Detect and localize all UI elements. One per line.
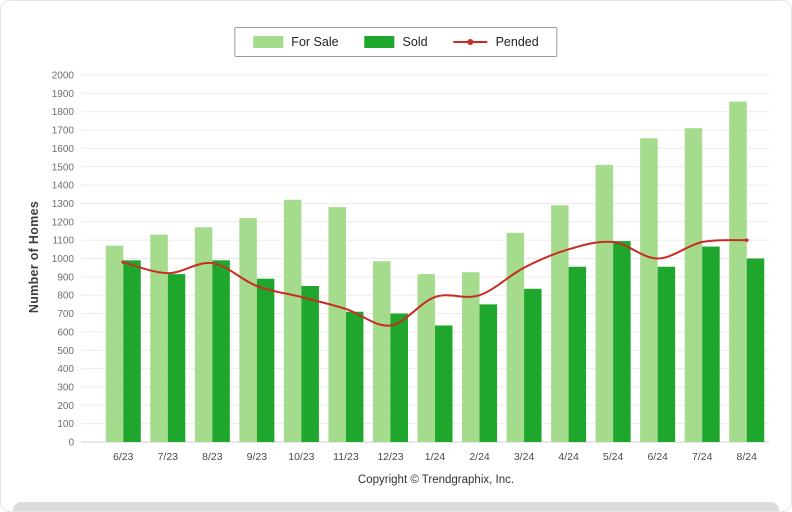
legend-item-pended[interactable]: Pended (453, 35, 539, 49)
x-tick-label: 4/24 (558, 451, 579, 463)
y-tick-label: 2000 (52, 71, 75, 82)
bar-sold (256, 278, 275, 442)
pended-line-icon (453, 36, 488, 48)
y-tick-label: 400 (57, 364, 74, 375)
legend-label-pended: Pended (495, 35, 539, 49)
y-tick-label: 600 (57, 327, 74, 338)
y-tick-label: 500 (57, 346, 74, 357)
bar-for-sale (194, 227, 213, 442)
y-tick-label: 700 (57, 309, 74, 320)
x-tick-label: 2/24 (469, 451, 490, 463)
y-tick-label: 300 (57, 382, 74, 393)
bar-for-sale (684, 128, 703, 442)
x-tick-label: 10/23 (288, 451, 314, 463)
bar-for-sale (462, 272, 480, 442)
x-tick-label: 7/24 (692, 451, 713, 463)
y-tick-label: 900 (57, 272, 74, 283)
bar-sold (613, 241, 631, 442)
sold-swatch-icon (364, 36, 395, 48)
y-tick-label: 800 (57, 291, 74, 302)
bar-for-sale (551, 205, 569, 442)
y-tick-label: 200 (57, 401, 74, 412)
x-tick-label: 11/23 (333, 451, 359, 463)
chart-legend: For Sale Sold Pended (234, 27, 558, 57)
y-tick-label: 1800 (52, 107, 75, 118)
bar-sold (167, 274, 186, 442)
y-tick-label: 0 (68, 438, 74, 449)
y-tick-label: 1400 (52, 181, 75, 192)
bar-sold (524, 288, 542, 442)
y-tick-label: 1600 (52, 144, 75, 155)
bar-for-sale (417, 274, 435, 442)
bar-for-sale (150, 234, 168, 442)
y-tick-label: 1300 (52, 199, 75, 210)
x-tick-label: 7/23 (158, 451, 179, 463)
legend-label-sold: Sold (402, 35, 428, 49)
bar-for-sale (328, 207, 346, 442)
bar-sold (702, 246, 720, 442)
bar-sold (435, 325, 453, 442)
bar-sold (345, 311, 364, 442)
x-tick-label: 8/24 (737, 451, 758, 463)
bar-for-sale (105, 245, 124, 442)
x-tick-label: 8/23 (202, 451, 223, 463)
pended-line (122, 239, 748, 327)
for-sale-swatch-icon (253, 36, 284, 48)
bar-sold (568, 266, 587, 442)
y-tick-label: 1700 (52, 126, 75, 137)
y-tick-label: 100 (57, 419, 74, 430)
bar-for-sale (729, 101, 747, 443)
y-tick-label: 1500 (52, 162, 75, 173)
legend-item-sold[interactable]: Sold (364, 35, 428, 49)
copyright-text: Copyright © Trendgraphix, Inc. (357, 474, 515, 486)
x-tick-label: 6/23 (113, 451, 134, 463)
pended-line-endpoint (744, 238, 749, 242)
bar-sold (657, 266, 676, 442)
y-tick-label: 1900 (52, 89, 75, 100)
x-tick-label: 12/23 (377, 451, 403, 463)
bar-for-sale (372, 261, 391, 442)
x-tick-label: 5/24 (603, 451, 624, 463)
x-tick-label: 9/23 (247, 451, 268, 463)
bar-for-sale (506, 232, 525, 442)
bar-for-sale (640, 138, 658, 442)
legend-item-for-sale[interactable]: For Sale (253, 35, 339, 49)
bar-for-sale (283, 199, 302, 442)
bar-sold (746, 258, 765, 442)
y-tick-label: 1100 (52, 236, 74, 247)
bar-for-sale (239, 218, 257, 442)
bar-sold (390, 313, 408, 442)
x-tick-label: 6/24 (647, 451, 668, 463)
bar-sold (479, 304, 498, 442)
legend-label-for-sale: For Sale (291, 35, 339, 49)
bar-sold (301, 286, 319, 442)
bar-for-sale (595, 164, 614, 443)
x-tick-label: 1/24 (425, 451, 446, 463)
y-tick-label: 1000 (52, 254, 75, 265)
bottom-scrollbar[interactable] (13, 502, 779, 511)
pended-line-endpoint (121, 260, 126, 264)
bar-sold (212, 260, 230, 442)
bar-sold (123, 260, 141, 442)
y-tick-label: 1200 (52, 217, 75, 228)
x-tick-label: 3/24 (514, 451, 535, 463)
